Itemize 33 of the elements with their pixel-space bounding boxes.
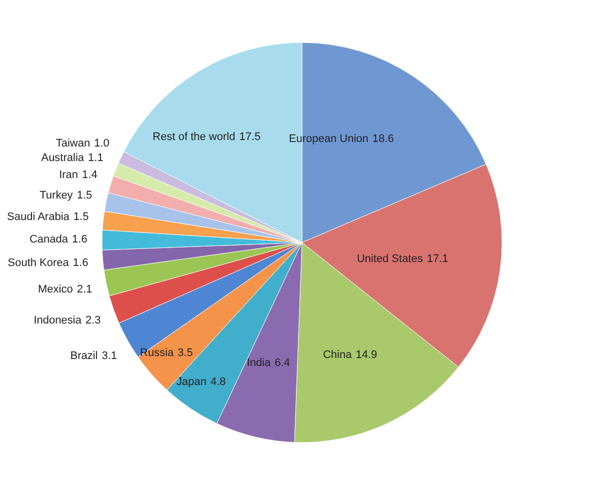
slice-label: Turkey [40,189,74,202]
data-label: 1.4 [82,168,98,181]
data-label: 2.3 [85,314,101,326]
data-label: 1.1 [88,152,104,164]
data-label: 1.0 [94,138,110,150]
data-label: 1.6 [72,234,88,246]
data-label: 1.6 [72,256,88,269]
slice-label: South Korea [8,256,70,269]
slice-label: Rest of the world [152,130,236,143]
data-label: 6.4 [274,356,290,369]
data-label: 2.1 [76,284,92,296]
data-label: 17.5 [239,130,261,143]
data-label: 3.1 [102,350,118,362]
slice-label: Indonesia [34,314,82,326]
data-label: 18.6 [372,133,394,146]
slice-label: Saudi Arabia [7,211,70,224]
slice-label: Russia [140,347,175,360]
slice-label: Iran [59,168,78,181]
slice-label: Mexico [38,284,73,296]
slice-label: China [322,349,353,362]
slice-label: Canada [29,234,69,246]
data-label: 14.9 [356,349,378,362]
slice-label: Brazil [70,350,98,362]
data-label: 1.5 [73,211,89,224]
slice-label: Japan [176,376,206,388]
data-label: 3.5 [178,347,193,360]
data-label: 4.8 [210,376,226,388]
slice-label: Australia [41,152,85,164]
data-label: 17.1 [426,253,448,266]
slice-label: United States [356,253,424,266]
slice-label: Taiwan [56,138,90,150]
data-label: 1.5 [76,189,92,202]
slice-label: India [246,356,272,369]
